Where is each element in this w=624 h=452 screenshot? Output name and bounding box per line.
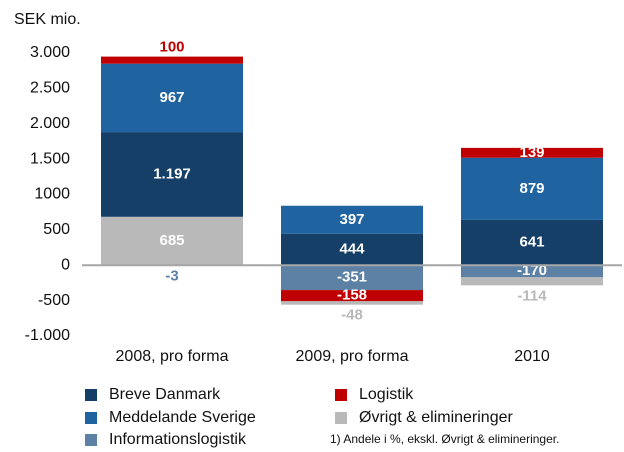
value-label: -48 bbox=[341, 307, 363, 324]
y-tick-label: 500 bbox=[43, 221, 70, 238]
x-tick-label: 2010 bbox=[514, 348, 550, 365]
bar-segment bbox=[101, 132, 243, 217]
y-tick-label: 2.500 bbox=[30, 80, 70, 97]
value-label: 1.197 bbox=[153, 165, 191, 182]
y-tick-label: -500 bbox=[38, 292, 70, 309]
value-label: 397 bbox=[339, 211, 364, 228]
legend-swatch bbox=[85, 412, 97, 424]
x-tick-label: 2009, pro forma bbox=[296, 348, 409, 365]
value-label: 139 bbox=[519, 144, 544, 161]
bar-segment bbox=[101, 63, 243, 133]
value-label: -3 bbox=[165, 267, 178, 284]
legend-swatch bbox=[85, 434, 97, 446]
bar-segment bbox=[461, 157, 603, 220]
footnote: 1) Andele i %, ekskl. Øvrigt & elimineri… bbox=[330, 432, 559, 446]
value-label: -170 bbox=[517, 262, 547, 279]
legend-swatch bbox=[85, 389, 97, 401]
bar-segment bbox=[461, 147, 603, 158]
y-tick-label: 1000 bbox=[34, 186, 70, 203]
bar-segment bbox=[281, 233, 423, 266]
value-label: 879 bbox=[519, 180, 544, 197]
legend-swatch bbox=[335, 389, 347, 401]
bar-segment bbox=[281, 205, 423, 234]
bar-segment bbox=[461, 265, 603, 278]
value-label: 685 bbox=[159, 232, 184, 249]
value-label: 967 bbox=[159, 89, 184, 106]
bar-segment bbox=[281, 290, 423, 302]
legend-label: Øvrigt & elimineringer bbox=[359, 409, 514, 426]
bar-segment bbox=[461, 277, 603, 286]
value-label: 641 bbox=[519, 234, 544, 251]
bar-segment bbox=[461, 219, 603, 266]
legend-label: Breve Danmark bbox=[109, 386, 221, 403]
value-label: -158 bbox=[337, 287, 367, 304]
bar-segment bbox=[101, 216, 243, 266]
y-tick-label: 3.000 bbox=[30, 44, 70, 61]
bar-segment bbox=[281, 265, 423, 291]
legend-label: Meddelande Sverige bbox=[109, 409, 256, 426]
y-tick-label: 0 bbox=[61, 256, 70, 273]
y-axis-label: SEK mio. bbox=[14, 11, 81, 28]
value-label: 444 bbox=[339, 241, 365, 258]
bar-segment bbox=[281, 301, 423, 305]
value-label: -351 bbox=[337, 269, 367, 286]
x-tick-label: 2008, pro forma bbox=[116, 348, 229, 365]
value-label: 100 bbox=[159, 39, 184, 56]
legend-swatch bbox=[335, 412, 347, 424]
y-tick-label: 2.000 bbox=[30, 115, 70, 132]
y-tick-label: -1.000 bbox=[25, 327, 70, 344]
y-tick-label: 1.500 bbox=[30, 150, 70, 167]
bar-segment bbox=[101, 56, 243, 64]
legend-label: Informationslogistik bbox=[109, 431, 247, 448]
legend-label: Logistik bbox=[359, 386, 414, 403]
value-label: -114 bbox=[517, 287, 547, 304]
